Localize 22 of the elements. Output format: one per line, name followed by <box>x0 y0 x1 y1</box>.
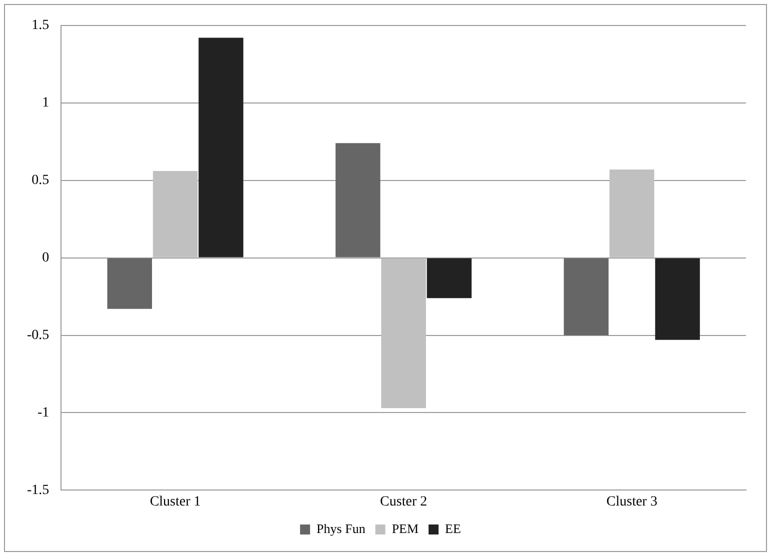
y-tick-label: -0.5 <box>26 328 50 343</box>
legend-label: PEM <box>392 520 419 536</box>
x-tick-label: Cluster 3 <box>606 494 658 510</box>
bar <box>107 258 152 309</box>
y-tick-label: 1.5 <box>32 18 50 34</box>
y-tick-label: 1 <box>42 96 50 111</box>
x-tick-label: Cluster 1 <box>150 494 201 510</box>
bar <box>609 169 654 258</box>
y-tick-label: -1.5 <box>26 482 50 498</box>
legend-label: EE <box>445 520 461 536</box>
y-tick-label: -1 <box>37 405 50 420</box>
bar <box>564 258 609 336</box>
bar <box>336 143 380 258</box>
bar <box>381 258 426 408</box>
bar <box>198 38 244 258</box>
y-tick-label: 0.5 <box>32 173 50 188</box>
legend-label: Phys Fun <box>316 520 366 536</box>
bar <box>426 258 472 298</box>
x-tick-label: Custer 2 <box>380 494 428 510</box>
bar <box>655 258 700 340</box>
y-tick-label: 0 <box>42 250 50 266</box>
bar <box>152 171 198 258</box>
